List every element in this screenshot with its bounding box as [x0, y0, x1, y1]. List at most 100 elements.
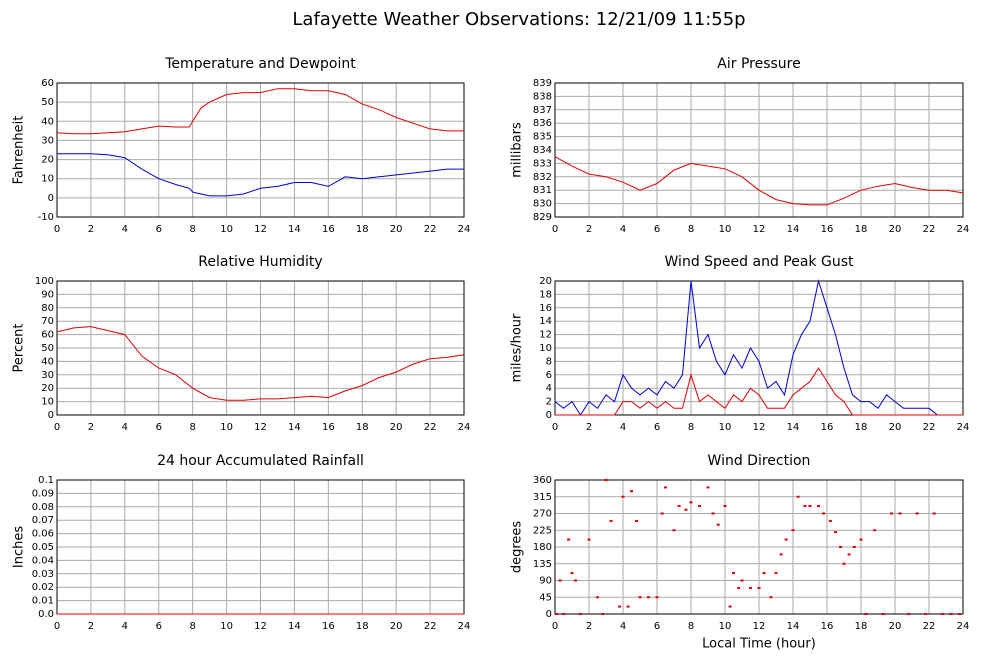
- data-point: [728, 605, 732, 608]
- y-tick-label: 225: [533, 525, 552, 536]
- data-point: [677, 505, 681, 508]
- x-tick-label: 8: [189, 422, 195, 433]
- data-point: [732, 572, 735, 575]
- data-point: [817, 505, 820, 508]
- data-line: [554, 156, 964, 206]
- y-tick-label: 0.07: [32, 515, 54, 526]
- y-tick-label: 0.1: [38, 475, 54, 486]
- x-tick-label: 16: [322, 621, 335, 632]
- x-tick-label: 20: [889, 224, 902, 235]
- x-tick-label: 22: [923, 621, 936, 632]
- x-tick-label: 10: [220, 224, 233, 235]
- data-point: [791, 529, 795, 532]
- data-point: [907, 613, 911, 615]
- plot-frame: [56, 280, 465, 416]
- x-tick-label: 4: [620, 422, 626, 433]
- x-tick-label: 4: [122, 621, 128, 632]
- y-tick-label: 0.08: [32, 502, 54, 513]
- panel-title: Air Pressure: [717, 56, 800, 72]
- y-tick-label: 0.04: [32, 555, 54, 566]
- data-point: [769, 596, 773, 599]
- data-point: [803, 505, 807, 508]
- y-tick-label: 0.06: [32, 529, 54, 540]
- x-tick-label: 22: [424, 621, 437, 632]
- data-point: [596, 596, 599, 599]
- data-point: [655, 596, 659, 599]
- data-point: [737, 586, 741, 589]
- y-tick-label: 90: [539, 576, 552, 587]
- x-tick-label: 8: [189, 621, 195, 632]
- panel-title: Wind Speed and Peak Gust: [665, 254, 854, 270]
- x-tick-label: 16: [821, 224, 834, 235]
- data-point: [587, 538, 591, 541]
- y-tick-label: 834: [533, 145, 552, 156]
- data-point: [859, 538, 863, 541]
- y-tick-label: 40: [41, 356, 54, 367]
- x-tick-label: 14: [288, 422, 301, 433]
- data-line: [56, 326, 465, 401]
- x-tick-label: 22: [923, 224, 936, 235]
- data-point: [684, 508, 688, 511]
- x-tick-label: 0: [54, 224, 60, 235]
- data-point: [847, 553, 851, 556]
- x-tick-label: 12: [254, 224, 267, 235]
- x-tick-label: 24: [957, 224, 970, 235]
- data-point: [822, 512, 826, 515]
- x-tick-label: 20: [390, 621, 403, 632]
- data-point: [660, 512, 664, 515]
- data-point: [762, 572, 766, 575]
- x-tick-label: 6: [654, 621, 660, 632]
- x-tick-label: 18: [855, 422, 868, 433]
- y-tick-label: 30: [41, 370, 54, 381]
- data-point: [689, 501, 693, 504]
- data-point: [941, 613, 945, 615]
- data-point: [749, 586, 752, 589]
- plot-frame: [554, 479, 964, 615]
- y-tick-label: -10: [38, 212, 54, 223]
- y-tick-label: 10: [41, 397, 54, 408]
- data-point: [555, 613, 559, 615]
- x-tick-label: 2: [88, 224, 94, 235]
- y-tick-label: 135: [533, 559, 552, 570]
- y-tick-label: 832: [533, 172, 552, 183]
- y-tick-label: 836: [533, 118, 552, 129]
- y-tick-label: 0: [48, 193, 54, 204]
- x-tick-label: 16: [322, 224, 335, 235]
- y-tick-label: 70: [41, 316, 54, 327]
- data-point: [609, 519, 613, 522]
- data-point: [828, 519, 832, 522]
- data-point: [932, 512, 936, 515]
- y-tick-label: 0.01: [32, 596, 54, 607]
- y-axis-label: degrees: [510, 521, 525, 574]
- x-tick-label: 12: [753, 621, 766, 632]
- x-tick-label: 14: [288, 621, 301, 632]
- x-tick-label: 14: [787, 422, 800, 433]
- y-tick-label: 40: [41, 116, 54, 127]
- x-tick-label: 24: [458, 422, 471, 433]
- x-tick-label: 0: [54, 422, 60, 433]
- data-point: [740, 579, 744, 582]
- x-tick-label: 4: [620, 621, 626, 632]
- data-point: [757, 586, 761, 589]
- data-point: [784, 538, 788, 541]
- x-tick-label: 2: [586, 621, 592, 632]
- data-point: [915, 512, 919, 515]
- x-tick-label: 24: [458, 621, 471, 632]
- data-point: [621, 495, 625, 498]
- data-point: [570, 572, 574, 575]
- x-tick-label: 4: [122, 422, 128, 433]
- data-point: [604, 479, 608, 481]
- x-tick-label: 10: [719, 621, 732, 632]
- y-axis-label: Fahrenheit: [12, 116, 27, 185]
- y-tick-label: 0: [546, 410, 552, 421]
- y-tick-label: 831: [533, 185, 552, 196]
- y-tick-label: 18: [539, 289, 552, 300]
- panel-title: Relative Humidity: [198, 254, 322, 270]
- data-point: [864, 613, 868, 615]
- x-tick-label: 12: [753, 422, 766, 433]
- y-tick-label: 12: [539, 330, 552, 341]
- x-tick-label: 18: [356, 224, 369, 235]
- data-point: [638, 596, 642, 599]
- data-point: [562, 613, 565, 615]
